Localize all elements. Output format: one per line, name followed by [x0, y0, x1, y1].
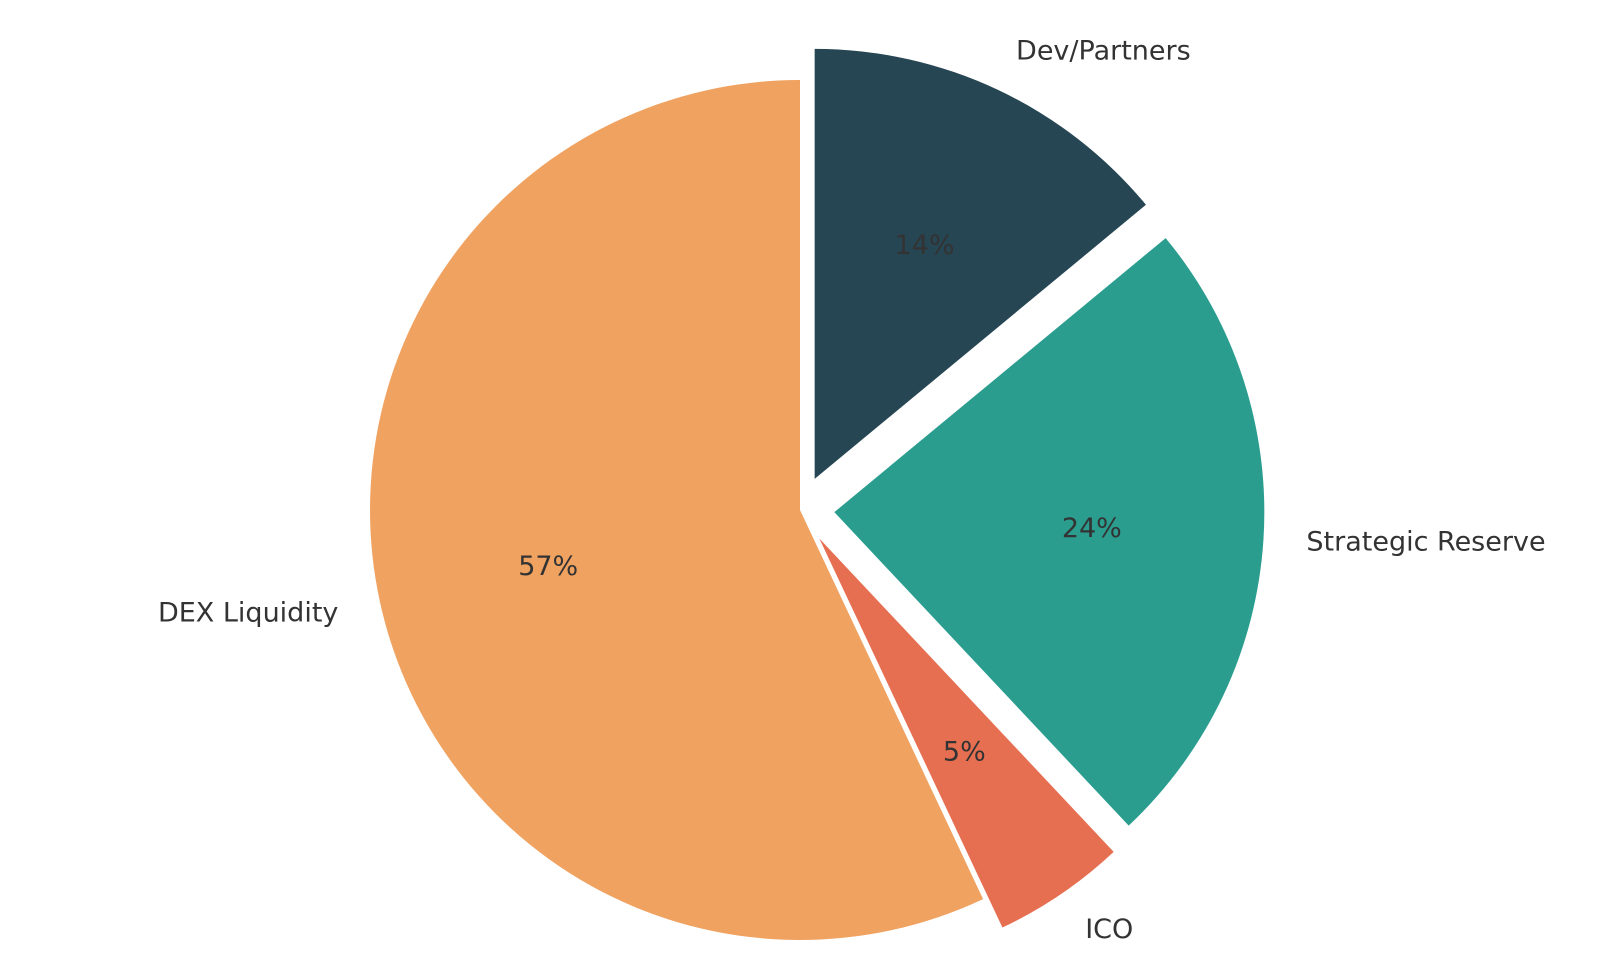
slice-label-strategic-reserve: Strategic Reserve — [1306, 526, 1545, 557]
pie-slice-strategic-reserve — [834, 238, 1265, 826]
pct-label-dev-partners: 14% — [894, 230, 954, 261]
pct-label-dex-liquidity: 57% — [518, 551, 578, 582]
slice-label-ico: ICO — [1085, 914, 1133, 945]
slices-layer — [369, 48, 1265, 940]
slice-label-dex-liquidity: DEX Liquidity — [158, 598, 338, 629]
pct-label-ico: 5% — [943, 736, 986, 767]
pct-label-strategic-reserve: 24% — [1062, 513, 1122, 544]
slice-label-dev-partners: Dev/Partners — [1016, 35, 1191, 66]
pie-slice-dev-partners — [814, 48, 1146, 479]
pie-slice-ico — [819, 538, 1114, 928]
pie-slice-dex-liquidity — [369, 80, 984, 940]
labels-layer: 14% Dev/Partners 24% Strategic Reserve 5% ICO… — [158, 35, 1546, 945]
